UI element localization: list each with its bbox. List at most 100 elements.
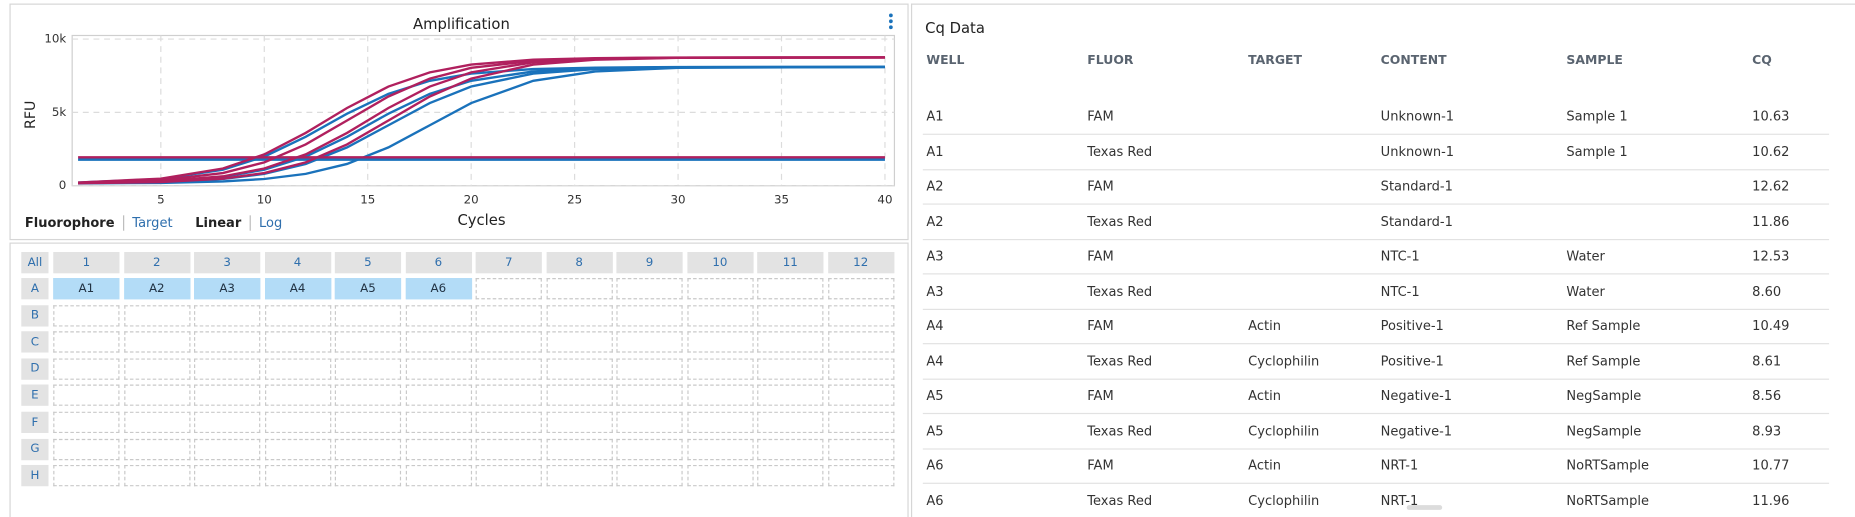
plate-well[interactable]: A3 (194, 278, 261, 300)
plate-well[interactable] (264, 304, 331, 327)
plate-column[interactable]: 4 (264, 252, 331, 274)
plate-well[interactable] (475, 304, 542, 327)
plate-column[interactable]: 5 (334, 252, 402, 274)
plate-well[interactable] (757, 278, 824, 300)
plate-well[interactable] (194, 304, 261, 327)
plate-column[interactable]: 3 (194, 252, 261, 274)
plate-well[interactable] (616, 304, 683, 327)
plate-well[interactable] (757, 465, 824, 487)
plate-well[interactable] (686, 331, 754, 353)
plate-well[interactable] (405, 304, 472, 327)
plate-well[interactable]: A2 (123, 278, 190, 300)
plate-well[interactable] (264, 465, 331, 487)
plate-all[interactable]: All (21, 252, 49, 274)
plate-well[interactable] (757, 384, 824, 407)
plate-well[interactable] (475, 384, 542, 407)
plate-well[interactable] (686, 358, 754, 380)
plate-well[interactable] (334, 411, 402, 434)
menu-dot[interactable] (888, 19, 893, 24)
plate-well[interactable] (334, 358, 402, 380)
plate-well[interactable] (123, 331, 190, 353)
plate-well[interactable] (334, 438, 402, 460)
plate-well[interactable] (616, 438, 683, 460)
plate-well[interactable] (405, 358, 472, 380)
plate-well[interactable] (53, 358, 120, 380)
plate-well[interactable] (194, 411, 261, 434)
plate-column[interactable]: 7 (475, 252, 542, 274)
plate-well[interactable] (264, 438, 331, 460)
plate-well[interactable] (123, 358, 190, 380)
plate-well[interactable] (264, 384, 331, 407)
column-header[interactable]: CONTENT (1380, 53, 1447, 68)
plate-well[interactable] (194, 438, 261, 460)
plate-well[interactable] (827, 465, 894, 487)
plate-well[interactable] (405, 411, 472, 434)
plate-well[interactable] (405, 384, 472, 407)
plate-well[interactable] (405, 331, 472, 353)
plate-well[interactable] (123, 411, 190, 434)
menu-dot[interactable] (888, 25, 893, 30)
plate-well[interactable] (53, 465, 120, 487)
plate-column[interactable]: 2 (123, 252, 190, 274)
plate-well[interactable] (757, 304, 824, 327)
plate-well[interactable] (334, 304, 402, 327)
plate-well[interactable]: A6 (405, 278, 472, 300)
toggle-option[interactable]: Linear (195, 215, 242, 231)
plate-well[interactable] (546, 384, 613, 407)
plate-well[interactable] (334, 331, 402, 353)
plate-well[interactable] (686, 304, 754, 327)
plate-well[interactable] (123, 304, 190, 327)
column-header[interactable]: SAMPLE (1566, 53, 1623, 68)
plate-well[interactable] (827, 384, 894, 407)
plate-well[interactable] (194, 358, 261, 380)
plate-well[interactable] (686, 438, 754, 460)
plate-column[interactable]: 8 (546, 252, 613, 274)
plate-well[interactable] (475, 438, 542, 460)
plate-well[interactable] (686, 278, 754, 300)
plate-well[interactable] (616, 278, 683, 300)
plate-well[interactable] (475, 465, 542, 487)
plate-well[interactable] (334, 384, 402, 407)
plate-well[interactable] (194, 465, 261, 487)
plate-well[interactable] (757, 438, 824, 460)
plate-row[interactable]: H (21, 465, 49, 487)
plate-column[interactable]: 11 (757, 252, 824, 274)
plate-well[interactable] (264, 411, 331, 434)
plate-well[interactable] (546, 358, 613, 380)
plate-well[interactable] (827, 358, 894, 380)
plate-well[interactable] (475, 278, 542, 300)
plate-well[interactable] (194, 331, 261, 353)
plate-row[interactable]: F (21, 411, 49, 434)
plate-well[interactable] (53, 384, 120, 407)
plate-well[interactable] (757, 331, 824, 353)
plate-well[interactable] (616, 358, 683, 380)
column-header[interactable]: CQ (1752, 53, 1772, 68)
plate-well[interactable] (686, 384, 754, 407)
plate-well[interactable]: A4 (264, 278, 331, 300)
plate-column[interactable]: 10 (686, 252, 754, 274)
plate-column[interactable]: 12 (827, 252, 894, 274)
plate-row[interactable]: A (21, 278, 49, 300)
plate-well[interactable] (827, 304, 894, 327)
plate-well[interactable] (264, 331, 331, 353)
plate-well[interactable] (546, 331, 613, 353)
plate-row[interactable]: B (21, 304, 49, 327)
plate-well[interactable] (616, 411, 683, 434)
toggle-option[interactable]: Fluorophore (24, 215, 115, 231)
plate-well[interactable] (405, 465, 472, 487)
column-header[interactable]: FLUOR (1087, 53, 1134, 68)
column-header[interactable]: WELL (926, 53, 965, 68)
plate-well[interactable]: A5 (334, 278, 402, 300)
plate-well[interactable] (475, 358, 542, 380)
plate-well[interactable] (53, 304, 120, 327)
column-header[interactable]: TARGET (1248, 53, 1303, 68)
plate-well[interactable] (757, 358, 824, 380)
plate-well[interactable] (546, 304, 613, 327)
plate-column[interactable]: 9 (616, 252, 683, 274)
plate-well[interactable] (123, 384, 190, 407)
plate-well[interactable]: A1 (53, 278, 120, 300)
plate-well[interactable] (123, 438, 190, 460)
plate-well[interactable] (334, 465, 402, 487)
plate-well[interactable] (616, 384, 683, 407)
plate-well[interactable] (757, 411, 824, 434)
